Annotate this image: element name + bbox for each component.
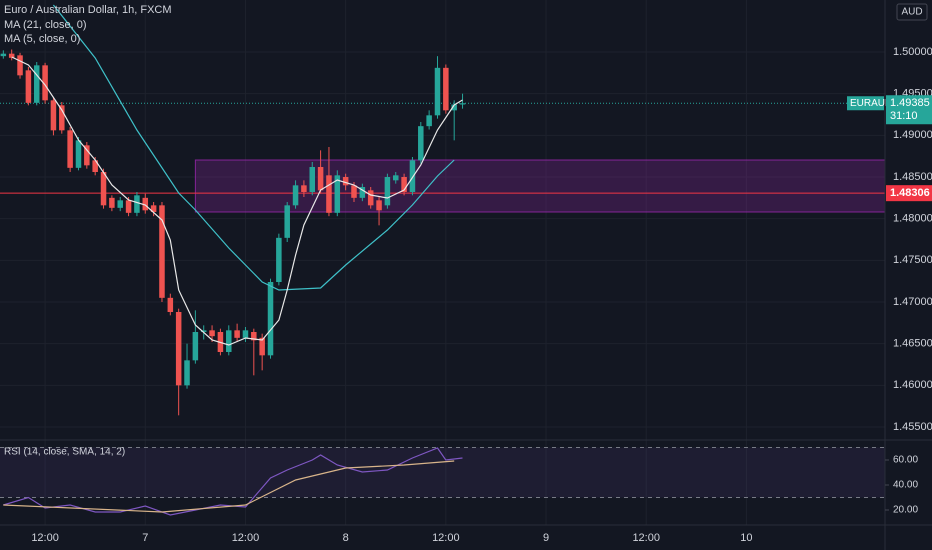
legend-ma5[interactable]: MA (5, close, 0) bbox=[4, 33, 80, 45]
candle-body bbox=[150, 205, 157, 212]
countdown: 31:10 bbox=[890, 110, 918, 122]
candle-body bbox=[301, 185, 307, 192]
candle-body bbox=[42, 65, 48, 101]
candle-body bbox=[334, 175, 341, 213]
candle-body bbox=[401, 177, 407, 192]
x-tick-label: 9 bbox=[543, 532, 549, 544]
x-tick-label: 12:00 bbox=[232, 532, 260, 544]
candle-body bbox=[175, 312, 182, 386]
legend-ma21[interactable]: MA (21, close, 0) bbox=[4, 19, 87, 31]
y-tick-label: 1.45500 bbox=[893, 421, 932, 433]
candle-body bbox=[209, 330, 215, 337]
rsi-title[interactable]: RSI (14, close, SMA, 14, 2) bbox=[4, 447, 125, 458]
candle-body bbox=[33, 65, 40, 103]
x-tick-label: 12:00 bbox=[432, 532, 460, 544]
last-price-label: 1.49385 bbox=[890, 97, 930, 109]
symbol-label: EURAUD bbox=[850, 98, 892, 109]
y-tick-label: 1.46000 bbox=[893, 379, 932, 391]
y-tick-label: 1.49000 bbox=[893, 129, 932, 141]
candle-body bbox=[376, 200, 382, 211]
candle-body bbox=[284, 205, 290, 238]
candle-body bbox=[443, 67, 449, 111]
grid bbox=[0, 0, 885, 525]
candle-body bbox=[326, 175, 332, 213]
x-tick-label: 8 bbox=[343, 532, 349, 544]
level-label: 1.48306 bbox=[890, 187, 930, 199]
candle-body bbox=[309, 167, 316, 192]
y-tick-label: 1.46500 bbox=[893, 338, 932, 350]
candle-body bbox=[259, 337, 265, 356]
candle-body bbox=[242, 330, 249, 338]
candle-body bbox=[8, 53, 15, 58]
x-tick-label: 12:00 bbox=[632, 532, 660, 544]
candle-body bbox=[426, 115, 432, 127]
candle-body bbox=[276, 237, 282, 282]
candle-body bbox=[159, 205, 165, 298]
y-tick-label: 1.48000 bbox=[893, 213, 932, 225]
candle-body bbox=[392, 175, 399, 181]
candle-body bbox=[409, 160, 416, 192]
ma-line bbox=[11, 56, 463, 346]
plot bbox=[0, 4, 886, 516]
candle-body bbox=[100, 172, 107, 206]
y-tick-label: 1.47000 bbox=[893, 296, 932, 308]
candle-body bbox=[251, 332, 257, 341]
level-badge bbox=[886, 185, 932, 202]
candle-body bbox=[359, 187, 366, 198]
candle-body bbox=[200, 330, 207, 332]
candle-body bbox=[267, 282, 274, 356]
candle-body bbox=[292, 185, 299, 206]
candle-body bbox=[125, 200, 132, 213]
candle-body bbox=[75, 140, 82, 168]
x-tick-label: 10 bbox=[740, 532, 752, 544]
last-price-badge bbox=[886, 95, 932, 125]
candle-body bbox=[351, 185, 357, 198]
candle-body bbox=[17, 55, 23, 76]
candle-body bbox=[109, 197, 115, 208]
candle-body bbox=[142, 197, 149, 211]
ma-line bbox=[52, 4, 455, 291]
candle-body bbox=[184, 360, 190, 386]
candle-body bbox=[25, 70, 32, 103]
rsi-line bbox=[3, 460, 455, 513]
candle-body bbox=[117, 200, 123, 208]
candle-body bbox=[367, 190, 374, 206]
x-tick-label: 7 bbox=[142, 532, 148, 544]
currency: AUD bbox=[901, 7, 922, 18]
candle-body bbox=[451, 104, 457, 111]
rsi-tick-label: 40.00 bbox=[893, 480, 918, 491]
candle-body bbox=[317, 167, 324, 191]
candle-body bbox=[167, 297, 174, 312]
chart-title: Euro / Australian Dollar, 1h, FXCM bbox=[4, 4, 172, 16]
currency-box[interactable] bbox=[896, 3, 928, 21]
rsi-tick-label: 60.00 bbox=[893, 455, 918, 466]
candle-body bbox=[418, 126, 424, 161]
x-tick-label: 12:00 bbox=[31, 532, 59, 544]
candle-body bbox=[434, 67, 441, 116]
y-tick-label: 1.48500 bbox=[893, 171, 932, 183]
rsi-tick-label: 20.00 bbox=[893, 505, 918, 516]
candle-body bbox=[384, 177, 391, 206]
candle-body bbox=[459, 103, 466, 105]
y-tick-label: 1.50000 bbox=[893, 46, 932, 58]
candle-body bbox=[0, 53, 7, 57]
y-tick-label: 1.47500 bbox=[893, 254, 932, 266]
symbol-badge bbox=[847, 96, 884, 111]
candle-body bbox=[134, 195, 140, 213]
candle-body bbox=[59, 105, 65, 131]
candle-body bbox=[234, 330, 240, 338]
candle-body bbox=[226, 330, 232, 352]
candle-body bbox=[342, 177, 349, 186]
candle-body bbox=[84, 145, 90, 166]
candle-body bbox=[192, 332, 199, 361]
zone bbox=[194, 159, 886, 213]
candle-body bbox=[50, 100, 57, 131]
candle-body bbox=[92, 160, 98, 172]
candle-body bbox=[67, 130, 73, 168]
